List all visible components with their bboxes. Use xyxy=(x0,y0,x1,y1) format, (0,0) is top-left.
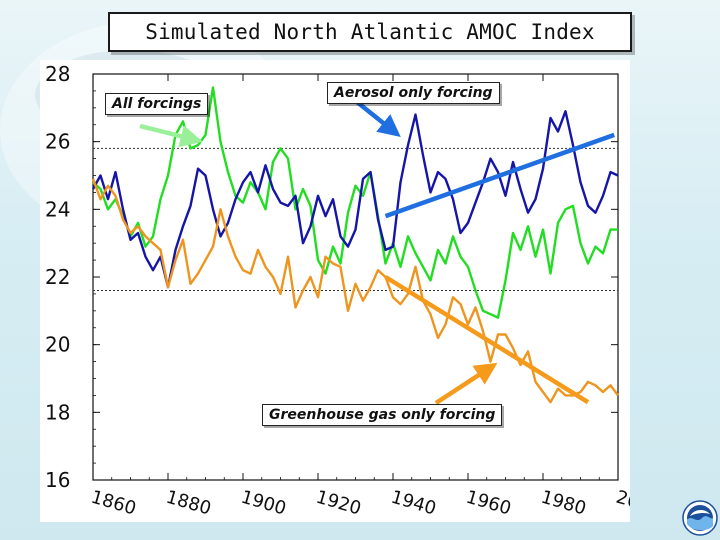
y-tick-label: 16 xyxy=(45,468,70,492)
axes xyxy=(92,73,619,481)
x-tick-label: 1900 xyxy=(239,487,289,520)
x-tick-label: 1860 xyxy=(89,487,139,520)
aerosol-forcing-label: Aerosol only forcing xyxy=(327,82,500,104)
x-tick-label: 1880 xyxy=(164,487,214,520)
y-tick-label: 24 xyxy=(45,197,70,221)
x-tick-label: 2000 xyxy=(614,487,630,520)
x-tick-label: 1940 xyxy=(389,487,439,520)
series-line-aerosol-only-forcing xyxy=(91,110,619,289)
x-tick-label: 1980 xyxy=(539,487,589,520)
aerosol-pointer-arrow xyxy=(355,100,401,138)
all-forcings-pointer-arrow xyxy=(139,123,203,148)
all-forcings-label: All forcings xyxy=(105,93,209,115)
y-tick-label: 28 xyxy=(45,62,70,86)
y-tick-label: 26 xyxy=(45,130,70,154)
aerosol-trend-arrow xyxy=(384,132,616,219)
series-line-greenhouse-gas-only-forcing xyxy=(91,178,619,404)
plot-panel: 16 18 20 22 24 26 28 1860 1880 1900 1920 1940 1960 19… xyxy=(40,60,630,522)
greenhouse-pointer-arrow xyxy=(434,362,498,405)
x-tick-label: 1920 xyxy=(314,487,364,520)
noaa-logo-icon xyxy=(682,500,718,536)
slide-title: Simulated North Atlantic AMOC Index xyxy=(108,12,632,52)
y-tick-label: 18 xyxy=(45,400,70,424)
greenhouse-forcing-label: Greenhouse gas only forcing xyxy=(262,404,503,426)
x-tick-label: 1960 xyxy=(464,487,514,520)
y-tick-label: 20 xyxy=(45,333,70,357)
annotation-arrows xyxy=(139,100,616,405)
amoc-line-chart: 16 18 20 22 24 26 28 1860 1880 1900 1920 1940 1960 19… xyxy=(45,62,630,520)
greenhouse-trend-arrow xyxy=(384,275,590,405)
y-tick-label: 22 xyxy=(45,265,70,289)
